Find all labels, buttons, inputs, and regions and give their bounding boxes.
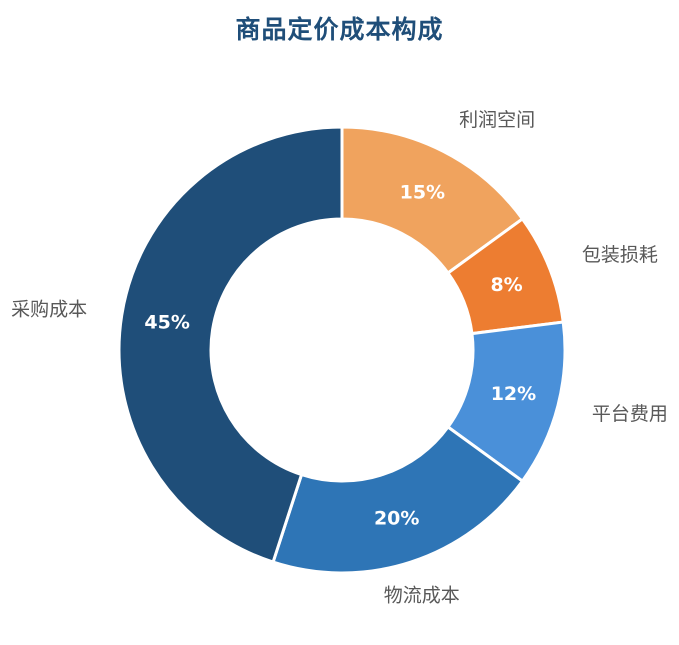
pie-slice-5 (117, 125, 344, 564)
value-label-2: 8% (490, 274, 522, 296)
chart-title: 商品定价成本构成 (235, 15, 444, 44)
pie-slice-4 (271, 424, 525, 575)
category-label-2: 包装损耗 (582, 244, 658, 266)
category-label-5: 采购成本 (11, 299, 87, 321)
value-label-5: 45% (144, 311, 189, 333)
value-label-1: 15% (400, 181, 445, 203)
category-label-3: 平台费用 (592, 403, 668, 425)
value-label-4: 20% (374, 507, 419, 529)
value-label-3: 12% (491, 383, 536, 405)
category-label-1: 利润空间 (459, 109, 535, 131)
category-label-4: 物流成本 (384, 584, 460, 606)
